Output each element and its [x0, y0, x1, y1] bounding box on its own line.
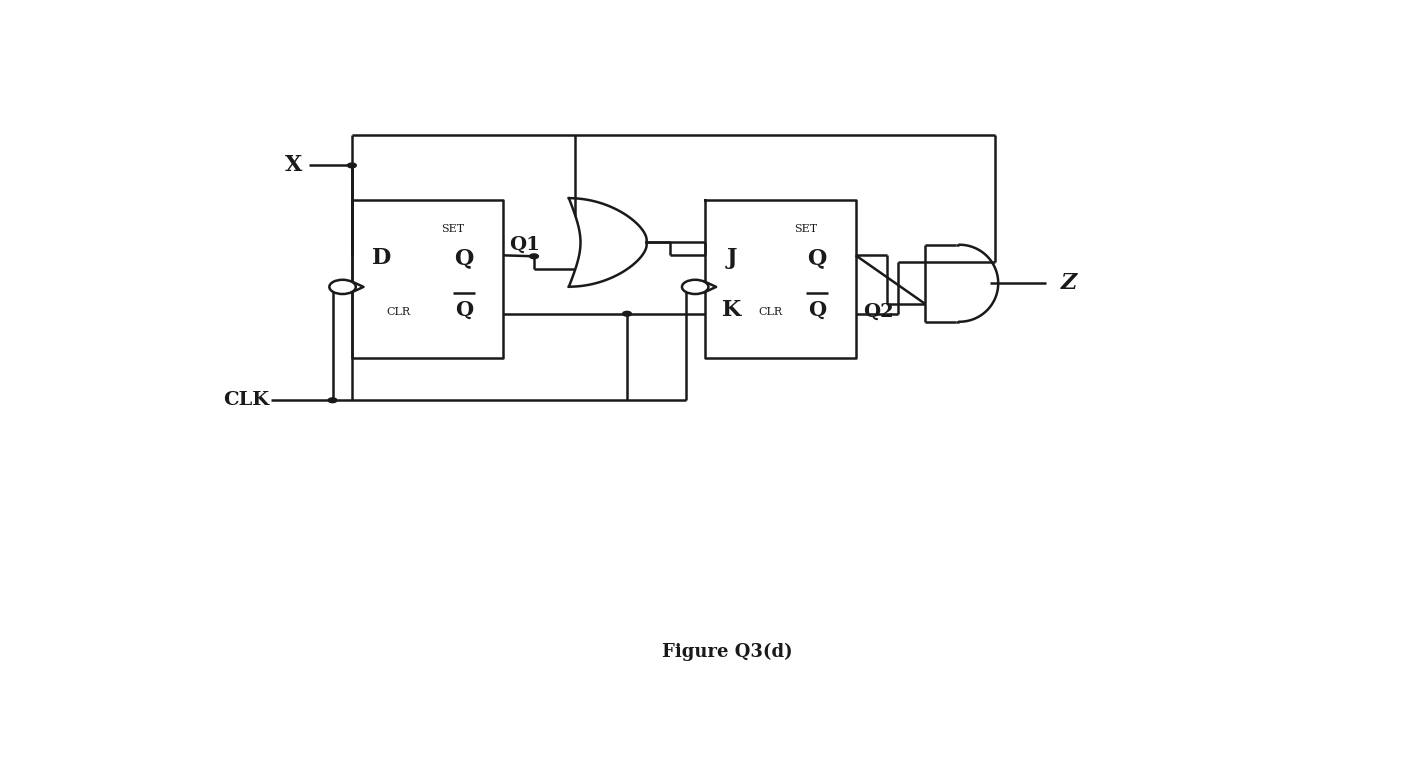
Text: D: D [372, 247, 391, 269]
Text: SET: SET [794, 225, 816, 235]
Circle shape [329, 280, 356, 294]
Text: Q2: Q2 [863, 303, 895, 321]
Circle shape [328, 398, 337, 403]
Text: CLR: CLR [758, 307, 782, 317]
Text: SET: SET [442, 225, 464, 235]
Circle shape [682, 280, 709, 294]
Text: CLK: CLK [223, 391, 268, 409]
Text: Q: Q [454, 247, 474, 269]
Text: Q1: Q1 [510, 235, 540, 254]
Text: X: X [285, 155, 302, 176]
Text: CLR: CLR [386, 307, 410, 317]
Text: K: K [721, 299, 741, 321]
Text: Figure Q3(d): Figure Q3(d) [663, 643, 792, 661]
Text: Q: Q [808, 300, 826, 320]
Circle shape [622, 311, 632, 316]
Circle shape [348, 163, 356, 168]
Circle shape [530, 254, 538, 258]
Text: Z: Z [1061, 272, 1076, 295]
Text: J: J [727, 247, 737, 269]
Text: Q: Q [456, 300, 473, 320]
Text: Q: Q [807, 247, 826, 269]
